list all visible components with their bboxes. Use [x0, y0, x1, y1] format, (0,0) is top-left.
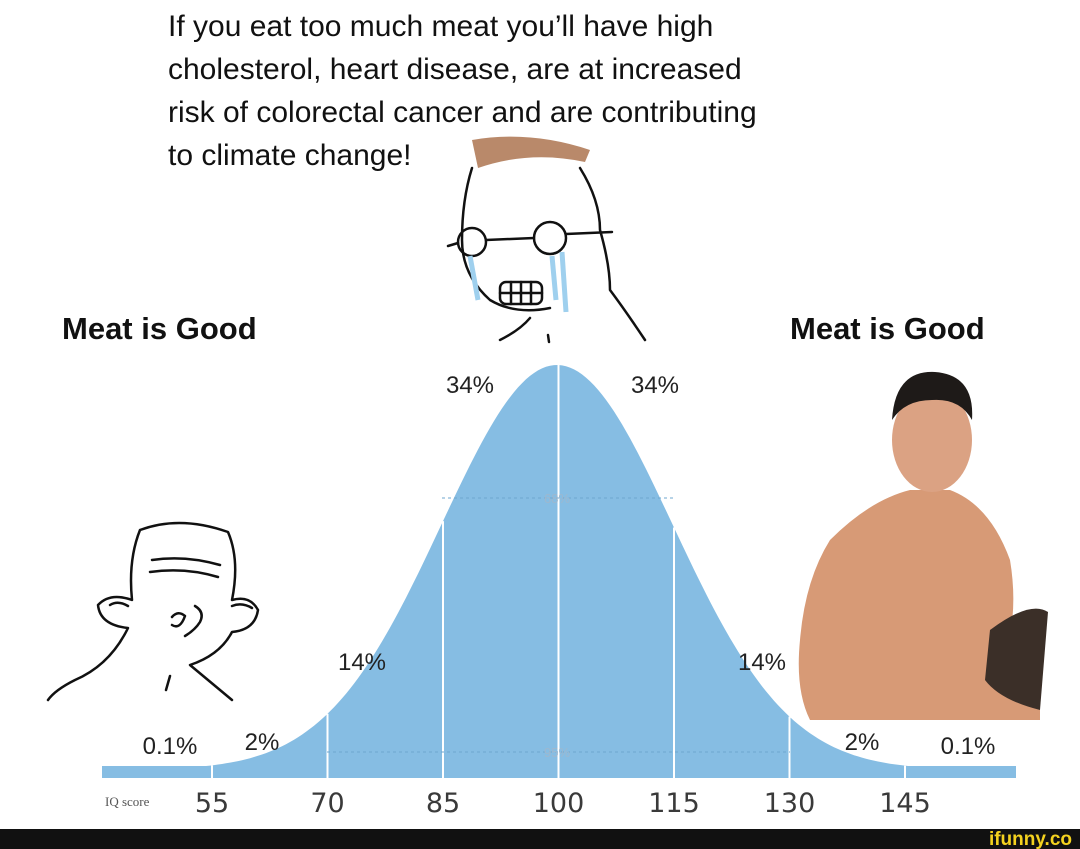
segment-label: 0.1%	[143, 733, 198, 760]
caption-line: to climate change!	[168, 139, 411, 172]
caption: If you eat too much meat you’ll have hig…	[168, 10, 757, 172]
segment-label: 34%	[631, 372, 679, 399]
sigma-lines	[211, 365, 906, 778]
caption-line: If you eat too much meat you’ll have hig…	[168, 10, 713, 43]
left-label: Meat is Good	[62, 311, 257, 346]
watermark: ifunny.co	[989, 829, 1072, 849]
score-label: 130	[764, 788, 816, 819]
axis-label: IQ score	[105, 794, 150, 809]
segment-label: 2%	[845, 729, 880, 756]
segment-labels: 0.1% 2% 14% 34% 34% 14% 2% 0.1%	[143, 372, 996, 760]
caption-line: risk of colorectal cancer and are contri…	[168, 96, 757, 129]
right-label: Meat is Good	[790, 311, 985, 346]
score-label: 55	[195, 788, 229, 819]
score-label: 145	[879, 788, 931, 819]
band-label: 68%	[544, 491, 570, 506]
segment-label: 2%	[245, 729, 280, 756]
caption-line: cholesterol, heart disease, are at incre…	[168, 53, 742, 86]
segment-label: 14%	[738, 649, 786, 676]
segment-label: 14%	[338, 649, 386, 676]
left-wojak	[46, 521, 260, 702]
segment-label: 0.1%	[941, 733, 996, 760]
top-wojak	[446, 136, 647, 344]
footer-bar	[0, 829, 1080, 849]
score-label: 115	[648, 788, 700, 819]
score-label: 70	[310, 788, 344, 819]
right-man	[798, 371, 1048, 720]
score-label: 100	[533, 788, 585, 819]
score-label: 85	[426, 788, 460, 819]
band-label: 95%	[544, 745, 570, 760]
score-labels: 55 70 85 100 115 130 145	[195, 788, 931, 819]
segment-label: 34%	[446, 372, 494, 399]
